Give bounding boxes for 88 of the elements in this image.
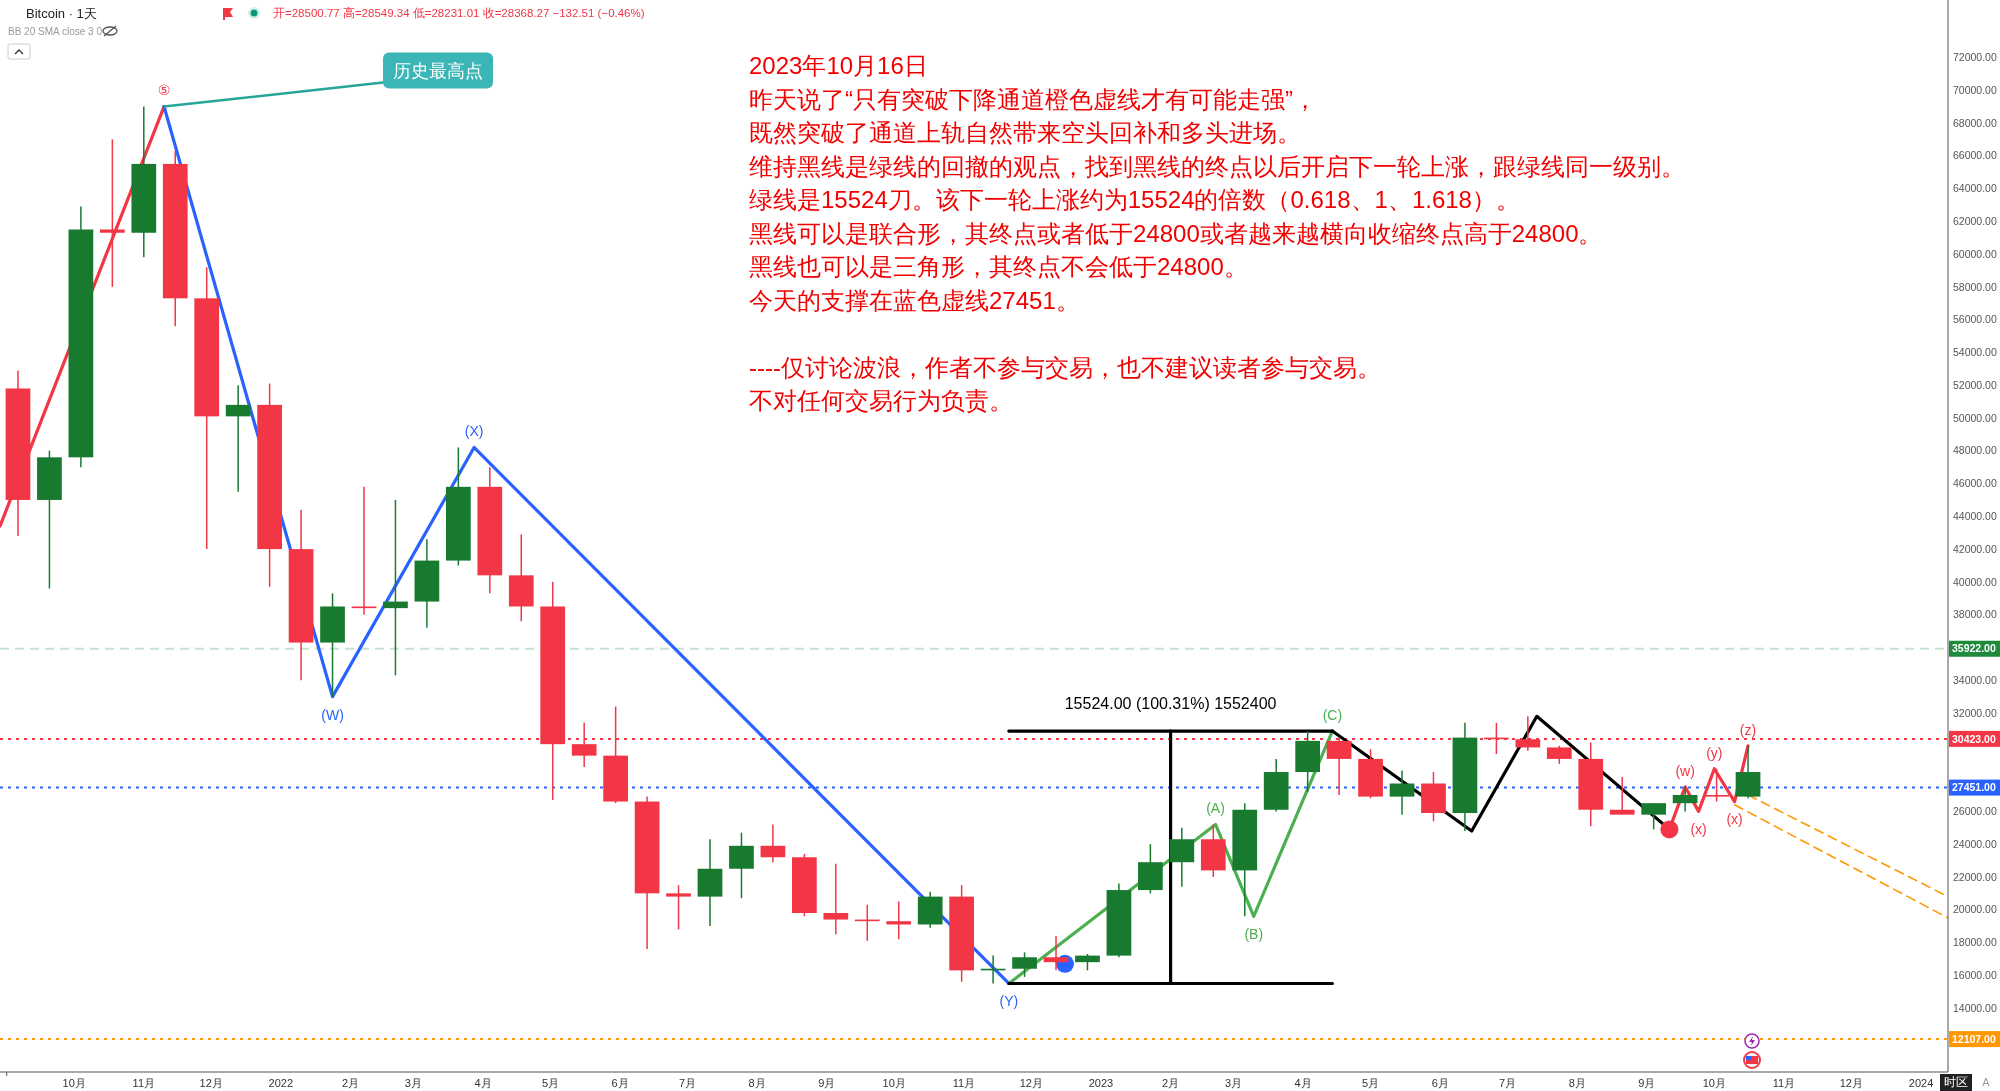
y-tick-label: 62000.00 <box>1953 214 1997 227</box>
annotation: (x) <box>1690 821 1707 838</box>
x-tick-label: 3月 <box>404 1076 422 1089</box>
annotation: (W) <box>321 706 344 723</box>
ref-line-label: 30423.00 <box>1952 732 1996 745</box>
text: Bitcoin · 1天 <box>26 5 97 21</box>
text: 2023年10月16日 <box>749 52 928 80</box>
x-tick-label: 6月 <box>611 1076 629 1089</box>
annotation: (z) <box>1739 721 1757 738</box>
x-tick-label: 10月 <box>1702 1076 1726 1089</box>
y-tick-label: 18000.00 <box>1953 936 1997 949</box>
y-tick-label: 46000.00 <box>1953 477 1997 490</box>
y-tick-label: 48000.00 <box>1953 444 1997 457</box>
text: A <box>1982 1075 1991 1088</box>
x-tick-label: 2022 <box>268 1076 294 1089</box>
x-tick-label: 7月 <box>678 1076 697 1089</box>
text: 时区 <box>1944 1075 1968 1090</box>
x-tick-label: 3月 <box>1224 1076 1243 1089</box>
x-tick-label: 2024 <box>1908 1076 1934 1089</box>
x-tick-label: 8月 <box>748 1076 766 1089</box>
annotation: ⑤ <box>157 82 171 99</box>
x-tick-label: 9月 <box>818 1076 836 1089</box>
x-tick-label: 11月 <box>132 1076 156 1089</box>
annotation: ----仅讨论波浪，作者不参与交易，也不建议读者参与交易。 <box>749 353 1381 381</box>
y-tick-label: 64000.00 <box>1953 182 1997 195</box>
y-tick-label: 52000.00 <box>1953 378 1997 391</box>
annotation: (X) <box>464 423 484 440</box>
annotation: (Y) <box>999 993 1019 1010</box>
y-tick-label: 56000.00 <box>1953 313 1997 326</box>
x-tick-label: 2月 <box>1162 1076 1180 1089</box>
annotation: 15524.00 (100.31%) 1552400 <box>1064 694 1277 712</box>
x-tick-label: 12月 <box>1839 1076 1864 1089</box>
ref-line-label: 35922.00 <box>1952 642 1996 655</box>
y-tick-label: 54000.00 <box>1953 346 1997 359</box>
x-tick-label: 5月 <box>541 1076 560 1089</box>
y-tick-label: 32000.00 <box>1953 706 1997 719</box>
annotation: 不对任何交易行为负责。 <box>749 387 1013 415</box>
y-tick-label: 38000.00 <box>1953 608 1997 621</box>
annotation: 今天的支撑在蓝色虚线27451。 <box>749 286 1080 314</box>
x-tick-label: 12月 <box>1019 1076 1043 1089</box>
annotation: (w) <box>1675 762 1695 779</box>
y-tick-label: 50000.00 <box>1953 411 1997 424</box>
annotation: (x) <box>1726 811 1743 828</box>
annotation: 开=28500.77 高=28549.34 低=28231.01 收=28368.27 −132.51 (−0.46%) <box>273 6 645 20</box>
ref-line-label: 27451.00 <box>1952 781 1996 794</box>
x-tick-label: 9月 <box>1638 1076 1656 1089</box>
x-tick-label: 2月 <box>341 1076 360 1089</box>
annotation: 黑线也可以是三角形，其终点不会低于24800。 <box>749 253 1248 281</box>
annotation: 昨天说了“只有突破下降通道橙色虚线才有可能走强”， <box>749 85 1317 113</box>
x-tick-label: 11月 <box>1772 1076 1796 1089</box>
y-tick-label: 14000.00 <box>1953 1001 1997 1014</box>
x-tick-label: 6月 <box>1431 1076 1449 1089</box>
x-tick-label: 4月 <box>1294 1076 1312 1089</box>
x-tick-label: 11月 <box>952 1076 976 1089</box>
y-tick-label: 20000.00 <box>1953 903 1997 916</box>
annotation: 既然突破了通道上轨自然带来空头回补和多头进场。 <box>749 119 1301 147</box>
annotation: 历史最高点 <box>393 60 484 81</box>
annotation: 黑线可以是联合形，其终点或者低于24800或者越来越横向收缩终点高于24800。 <box>749 219 1603 247</box>
annotation: 维持黑线是绿线的回撤的观点，找到黑线的终点以后开启下一轮上涨，跟绿线同一级别。 <box>749 152 1685 180</box>
y-tick-label: 44000.00 <box>1953 510 1997 523</box>
y-tick-label: 70000.00 <box>1953 83 1997 96</box>
y-tick-label: 58000.00 <box>1953 280 1997 293</box>
x-tick-label: 10月 <box>62 1076 86 1089</box>
y-tick-label: 40000.00 <box>1953 575 1997 588</box>
y-tick-label: 72000.00 <box>1953 51 1997 64</box>
x-tick-label: 12月 <box>199 1076 223 1089</box>
y-tick-label: 34000.00 <box>1953 673 1997 686</box>
annotation: BB 20 SMA close 3 0 <box>8 25 103 37</box>
annotation: (B) <box>1244 926 1264 943</box>
y-tick-label: 60000.00 <box>1953 247 1997 260</box>
y-tick-label: 68000.00 <box>1953 116 1997 129</box>
x-tick-label: 5月 <box>1362 1076 1380 1089</box>
x-tick-label: 8月 <box>1568 1076 1586 1089</box>
y-tick-label: 26000.00 <box>1953 805 1997 818</box>
annotation: (C) <box>1322 706 1343 723</box>
x-tick-label: 10月 <box>882 1076 906 1089</box>
x-tick-label: 7月 <box>1499 1076 1517 1089</box>
annotation: 绿线是15524刀。该下一轮上涨约为15524的倍数（0.618、1、1.618）。 <box>749 186 1520 214</box>
y-tick-label: 42000.00 <box>1953 542 1997 555</box>
annotation: (y) <box>1706 744 1723 761</box>
ref-line-label: 12107.00 <box>1952 1032 1996 1045</box>
annotation: (A) <box>1206 800 1225 817</box>
x-tick-label: 2023 <box>1088 1076 1114 1089</box>
x-tick-label: 4月 <box>474 1076 492 1089</box>
y-tick-label: 16000.00 <box>1953 968 1997 981</box>
y-tick-label: 22000.00 <box>1953 870 1997 883</box>
y-tick-label: 24000.00 <box>1953 837 1997 850</box>
y-tick-label: 66000.00 <box>1953 149 1997 162</box>
